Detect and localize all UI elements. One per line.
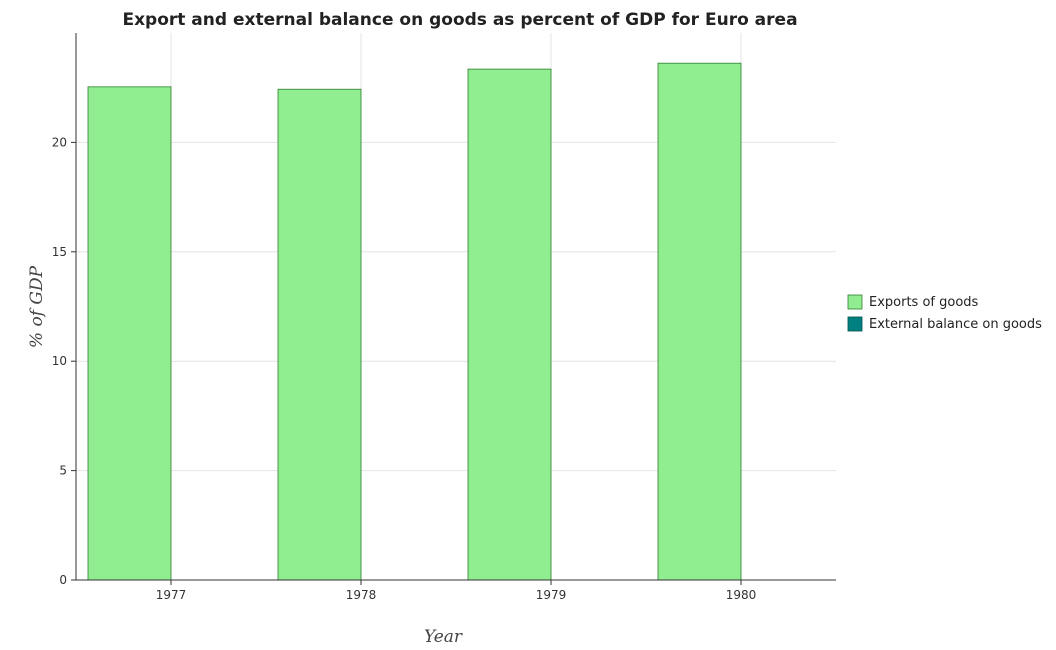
- chart-title: Export and external balance on goods as …: [122, 10, 797, 30]
- x-tick-label: 1979: [536, 588, 567, 602]
- bar-exports-of-goods: [87, 86, 172, 581]
- y-axis-title: % of GDP: [27, 265, 47, 348]
- y-tick-label: 0: [59, 573, 67, 587]
- bar-exports-of-goods: [467, 68, 552, 581]
- legend: Exports of goods External balance on good…: [847, 294, 1042, 332]
- x-axis-title: Year: [424, 627, 463, 647]
- axes: 0 5 10 15 20 1977 1978 1979 1980: [52, 33, 836, 602]
- y-tick-label: 10: [52, 354, 67, 368]
- y-tick-label: 5: [59, 464, 67, 478]
- y-tick-label: 20: [52, 135, 67, 149]
- legend-label: Exports of goods: [869, 295, 979, 310]
- legend-swatch: [847, 316, 863, 332]
- x-tick-label: 1980: [726, 588, 757, 602]
- bars: [87, 62, 742, 581]
- x-tick-label: 1977: [156, 588, 187, 602]
- bar-exports-of-goods: [657, 62, 742, 581]
- x-tick-label: 1978: [346, 588, 377, 602]
- bar-exports-of-goods: [277, 88, 362, 581]
- legend-label: External balance on goods: [869, 317, 1042, 332]
- y-tick-label: 15: [52, 245, 67, 259]
- legend-swatch: [847, 294, 863, 310]
